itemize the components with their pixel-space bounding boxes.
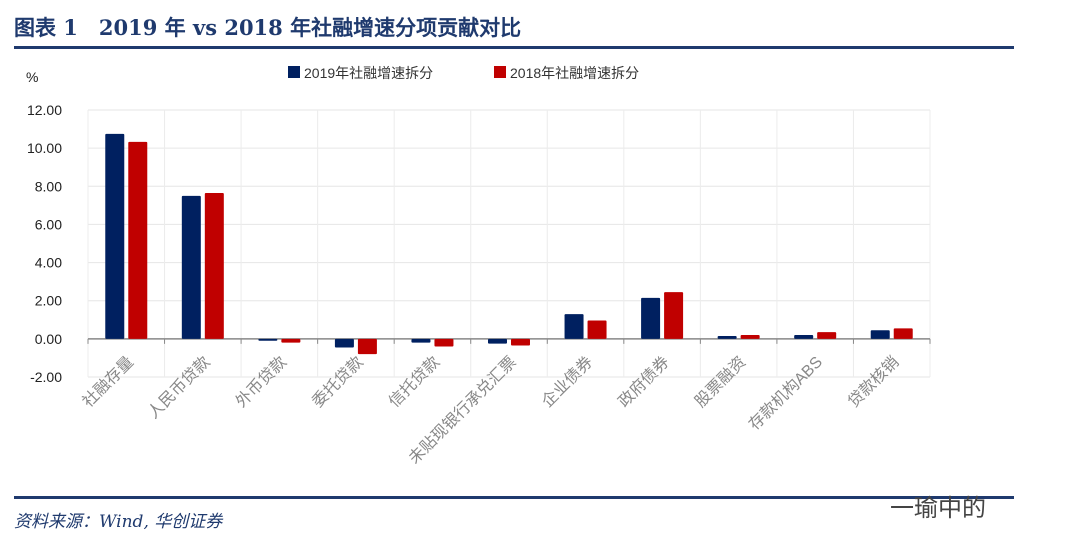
y-tick-label: -2.00 [30, 369, 62, 385]
bar-2019 [488, 338, 507, 344]
bar-2018 [817, 332, 837, 339]
legend-label: 2019年社融增速拆分 [304, 65, 433, 81]
legend: 2019年社融增速拆分 2018年社融增速拆分 [288, 65, 639, 81]
bar-2019 [411, 338, 431, 343]
bar-2019 [334, 338, 354, 348]
watermark: 一瑜中的 [890, 494, 986, 522]
figure-title: 图表 1 2019 年 vs 2018 年社融增速分项贡献对比 [14, 15, 522, 40]
legend-swatch [494, 66, 506, 78]
source-note: 资料来源：Wind, 华创证券 [14, 512, 223, 532]
gridlines [87, 109, 931, 378]
bar-2019 [181, 195, 201, 339]
bar-2018 [128, 141, 148, 339]
bar-2019 [870, 330, 890, 339]
x-tick-label: 人民币贷款 [144, 353, 213, 422]
y-axis-unit: % [26, 69, 38, 85]
bar-2019 [794, 335, 814, 339]
title-divider [14, 46, 1014, 49]
bar-2018 [893, 328, 913, 339]
y-tick-label: 12.00 [27, 102, 62, 118]
y-tick-label: 8.00 [35, 178, 62, 194]
bar-2019 [258, 338, 278, 341]
y-tick-label: 2.00 [35, 293, 62, 309]
bar-2018 [434, 338, 454, 347]
bar-2019 [717, 335, 737, 339]
footer-divider [14, 496, 1014, 499]
bar-2018 [511, 338, 530, 346]
legend-label: 2018年社融增速拆分 [510, 65, 639, 81]
y-tick-label: 0.00 [35, 331, 62, 347]
y-tick-label: 6.00 [35, 216, 62, 232]
x-tick-label: 存款机构ABS [745, 353, 826, 434]
bar-2018 [281, 338, 301, 343]
bar-2018 [357, 338, 377, 355]
bar-2018 [204, 192, 224, 339]
bar-2019 [564, 314, 584, 339]
tick-labels: 12.0010.008.006.004.002.000.00-2.00 社融存量人… [27, 102, 903, 468]
y-tick-label: 10.00 [27, 140, 62, 156]
y-tick-label: 4.00 [35, 255, 62, 271]
bar-2018 [587, 320, 607, 339]
bar-2018 [740, 335, 760, 339]
bar-2019 [105, 133, 125, 339]
legend-swatch [288, 66, 300, 78]
bar-2018 [664, 292, 684, 339]
bars [105, 133, 913, 355]
bar-2019 [641, 297, 661, 339]
